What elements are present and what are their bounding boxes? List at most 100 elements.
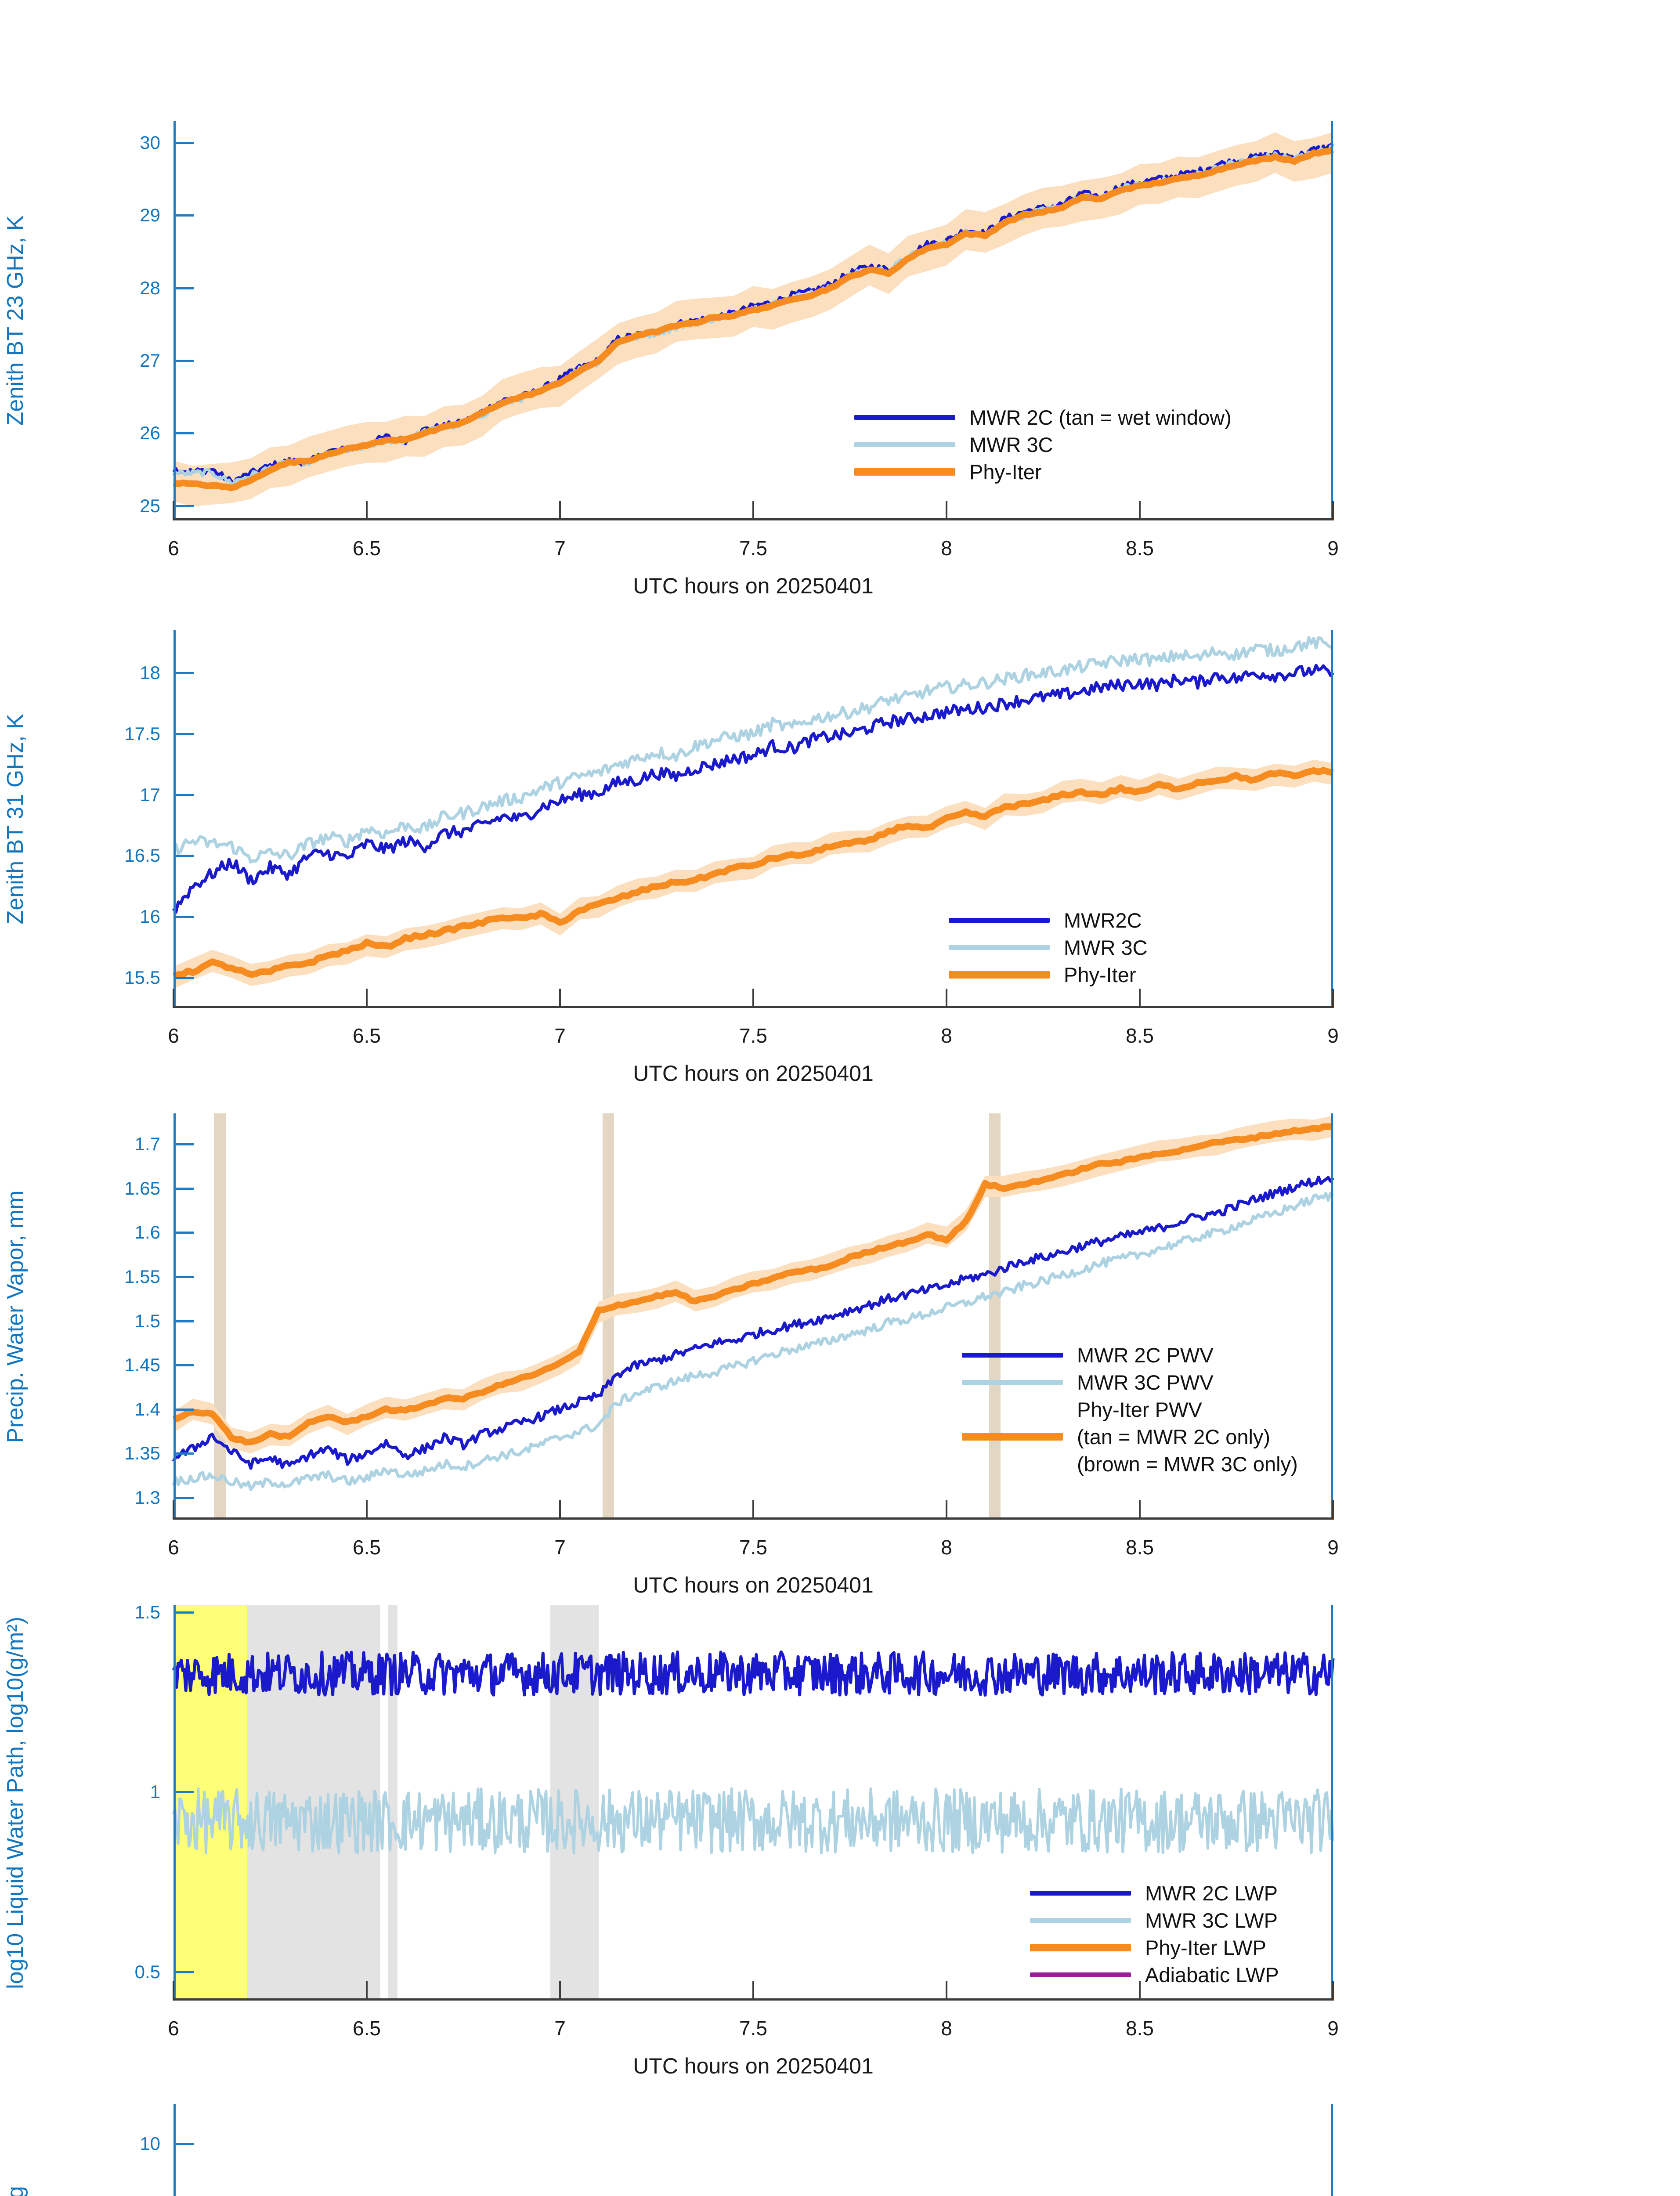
x-tick-label: 8 xyxy=(941,1536,952,1559)
y-axis-line xyxy=(173,1113,176,1520)
x-tick-label: 8.5 xyxy=(1126,1024,1154,1047)
legend-swatch xyxy=(1030,1972,1131,1977)
series-line-phy-iter xyxy=(173,146,1334,491)
x-tick-label: 9 xyxy=(1327,1024,1339,1047)
y-tick xyxy=(173,432,194,435)
x-tick-label: 8 xyxy=(941,2017,952,2040)
x-tick xyxy=(946,501,947,520)
y-tick xyxy=(173,1452,194,1455)
x-tick-label: 8 xyxy=(941,537,952,560)
y-tick-label: 16.5 xyxy=(124,845,160,866)
x-tick xyxy=(752,1500,754,1520)
legend-label: MWR 2C PWV xyxy=(1077,1344,1214,1367)
y-tick-label: 30 xyxy=(140,132,160,153)
y-tick-label: 0.5 xyxy=(134,1961,160,1982)
y-tick xyxy=(173,1276,194,1278)
y-tick-label: 15.5 xyxy=(124,967,160,988)
legend-swatch xyxy=(962,1380,1063,1385)
y-axis-label: log10 Liquid Water Path, log10(g/m²) xyxy=(3,1617,28,1989)
uncertainty-band xyxy=(173,132,1333,507)
x-tick xyxy=(1139,989,1141,1008)
y-tick xyxy=(173,1364,194,1367)
x-axis-label: UTC hours on 20250401 xyxy=(633,574,874,598)
series-line-mwr2c xyxy=(172,664,1334,914)
x-tick xyxy=(1139,501,1141,520)
y-tick-label: 10 xyxy=(140,2133,160,2154)
x-tick xyxy=(946,1981,947,2001)
y-tick-label: 1 xyxy=(150,1781,160,1802)
legend-swatch xyxy=(962,1433,1063,1441)
y-axis-line xyxy=(173,121,176,520)
y-tick-label: 27 xyxy=(140,350,160,371)
x-tick xyxy=(752,1981,754,2001)
plot-area-bt23: 25 26 27 28 29 30 xyxy=(140,121,1334,520)
series-layer xyxy=(172,636,1334,989)
y-tick xyxy=(173,794,194,796)
series-layer xyxy=(172,1116,1334,1492)
y-axis-label: MWR Phy Iter DQ Flag xyxy=(2,2186,29,2196)
x-tick-label: 6 xyxy=(168,1536,179,1559)
y-tick xyxy=(173,1408,194,1411)
x-tick xyxy=(1332,1500,1334,1520)
x-tick xyxy=(559,1981,561,2001)
x-tick xyxy=(1332,501,1334,520)
x-tick xyxy=(559,989,561,1008)
y-tick-label: 1.6 xyxy=(134,1222,160,1243)
x-tick xyxy=(752,501,754,520)
x-tick xyxy=(1332,1981,1334,2001)
plot-area-lwp: 0.5 1 1.5 xyxy=(135,1603,1335,2001)
x-tick-label: 6.5 xyxy=(353,1024,381,1047)
x-tick xyxy=(946,989,947,1008)
y-tick xyxy=(173,360,194,362)
x-tick-label: 8.5 xyxy=(1126,2017,1154,2040)
series-line-mwr-2c-pwv xyxy=(172,1175,1334,1470)
y-tick xyxy=(173,976,194,979)
y-tick-label: 17.5 xyxy=(124,723,160,744)
y-axis-line xyxy=(173,1605,176,2001)
series-line-mwr-3c-pwv xyxy=(172,1191,1334,1492)
y-tick xyxy=(173,1791,194,1794)
y-tick xyxy=(173,1320,194,1322)
legend-label: Phy-Iter PWV xyxy=(1077,1398,1202,1421)
y-tick xyxy=(173,141,194,144)
x-tick xyxy=(366,989,368,1008)
y-tick xyxy=(173,1187,194,1190)
plot-area-dq: 0246810 xyxy=(140,2104,1333,2196)
legend-label: Phy-Iter xyxy=(1064,963,1136,986)
x-tick-label: 6 xyxy=(168,1024,179,1047)
legend-swatch xyxy=(854,415,955,420)
y-tick xyxy=(173,505,194,507)
y-axis-right-line xyxy=(1331,1605,1333,2001)
legend-swatch xyxy=(854,442,955,447)
panel-lwp: 0.5 1 1.5 6 6.5 7 7.5 8 8.5 9 log10 Liquid Water P… xyxy=(0,1495,1680,2084)
legend-swatch xyxy=(1030,1891,1131,1896)
y-tick-label: 16 xyxy=(140,906,160,927)
x-tick-label: 7 xyxy=(554,537,566,560)
y-tick xyxy=(173,287,194,289)
series-line-phy-iter-pwv xyxy=(173,1123,1333,1446)
x-tick-label: 7.5 xyxy=(739,537,767,560)
series-line-mwr-2c-lwp xyxy=(172,1650,1335,1697)
legend-label: Adiabatic LWP xyxy=(1145,1963,1279,1987)
legend-swatch xyxy=(1030,1918,1131,1923)
x-axis-label: UTC hours on 20250401 xyxy=(633,1573,874,1597)
y-tick-label: 25 xyxy=(140,495,160,516)
series-layer xyxy=(172,132,1334,507)
y-tick xyxy=(173,1496,194,1499)
x-tick xyxy=(366,1500,368,1520)
y-axis-label: Zenith BT 31 GHz, K xyxy=(3,714,28,925)
legend-swatch xyxy=(854,468,955,476)
x-tick-label: 7.5 xyxy=(739,1536,767,1559)
y-axis-label: Zenith BT 23 GHz, K xyxy=(3,215,28,426)
series-line-mwr-3c-lwp xyxy=(172,1787,1334,1855)
x-tick-label: 6.5 xyxy=(353,537,381,560)
y-tick-label: 1.5 xyxy=(134,1310,160,1331)
x-tick-label: 9 xyxy=(1327,2017,1339,2040)
x-tick xyxy=(173,1500,174,1520)
x-tick xyxy=(1139,1981,1141,2001)
y-tick xyxy=(173,733,194,735)
y-tick xyxy=(173,1232,194,1234)
x-tick-label: 6 xyxy=(168,2017,179,2040)
x-tick-label: 6.5 xyxy=(353,2017,381,2040)
panel-pwv: 1.3 1.35 1.4 1.45 1.5 1.55 1.6 1.65 1.7 6 6.5 7 7.5 8… xyxy=(0,1004,1680,1603)
